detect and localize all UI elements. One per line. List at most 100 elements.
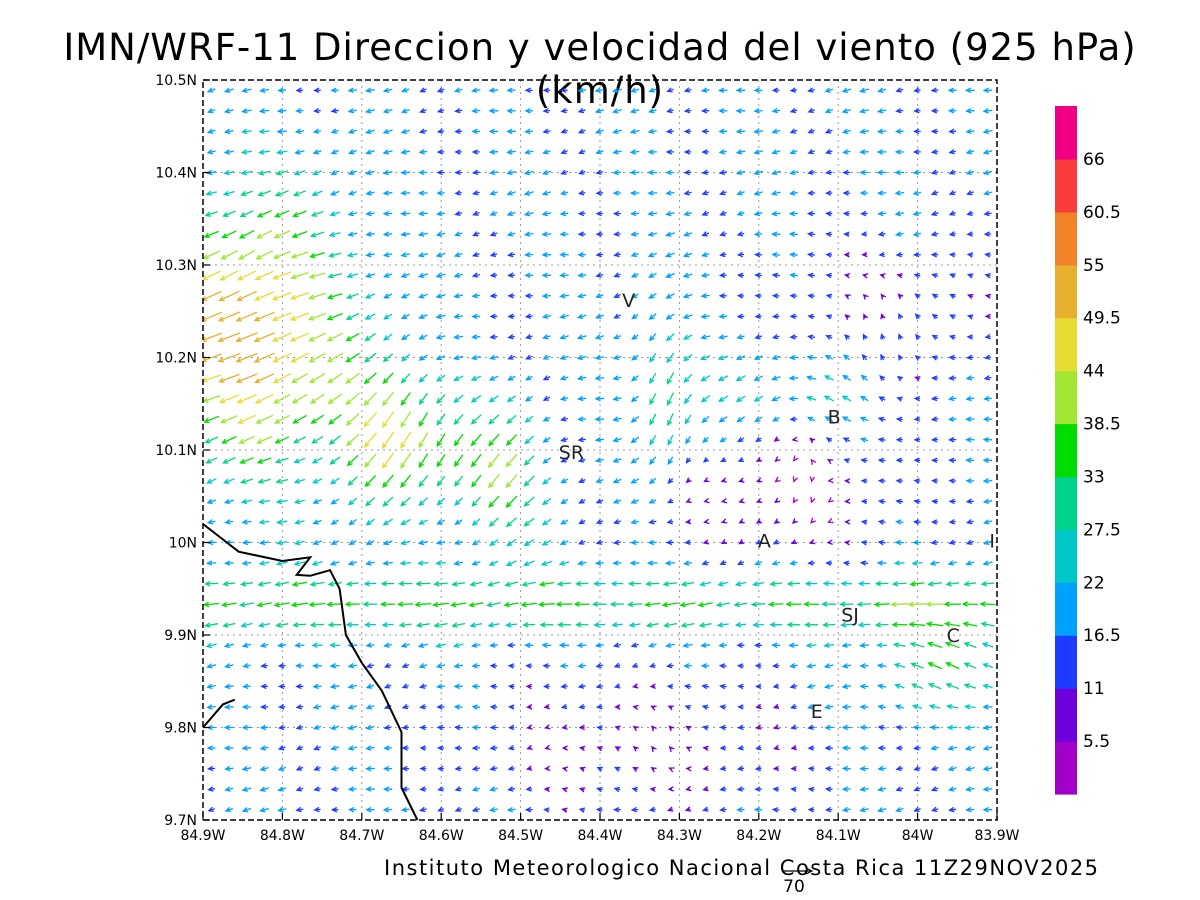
wind-vector (253, 332, 275, 342)
wind-vector (912, 519, 921, 525)
wind-vector (400, 806, 410, 813)
wind-vector (525, 663, 533, 669)
wind-vector (524, 334, 533, 340)
wind-vector (437, 806, 445, 812)
wind-vector (595, 704, 603, 710)
wind-vector (400, 190, 411, 196)
wind-vector (804, 622, 818, 628)
wind-vector (418, 519, 428, 525)
wind-vector (685, 766, 692, 772)
wind-vector (632, 766, 639, 773)
wind-vector (770, 231, 781, 237)
wind-vector (524, 128, 534, 135)
wind-vector (980, 581, 995, 587)
wind-vector (277, 806, 287, 813)
colorbar-label: 27.5 (1083, 520, 1121, 540)
wind-vector (860, 374, 868, 381)
place-label: B (828, 407, 841, 429)
wind-vector (206, 663, 217, 669)
wind-vector (877, 457, 886, 464)
wind-vector (454, 497, 463, 506)
wind-vector (685, 746, 692, 752)
wind-vector (982, 149, 993, 155)
wind-vector (827, 517, 834, 524)
wind-vector (877, 539, 886, 546)
wind-vector (289, 292, 310, 301)
wind-vector (471, 108, 481, 114)
wind-vector (577, 251, 586, 258)
wind-vector (488, 395, 499, 403)
wind-vector (241, 786, 252, 792)
wind-vector (382, 149, 393, 155)
wind-vector (471, 272, 480, 278)
wind-vector (825, 437, 833, 443)
wind-vector (436, 454, 446, 468)
wind-vector (754, 416, 763, 423)
wind-vector (649, 353, 657, 363)
wind-vector (649, 456, 657, 465)
wind-vector (859, 169, 869, 176)
wind-vector (556, 581, 572, 587)
wind-vector (544, 724, 551, 730)
wind-vector (240, 190, 253, 197)
wind-vector (806, 704, 816, 710)
colorbar-label: 55 (1083, 256, 1105, 276)
wind-vector (329, 704, 340, 710)
wind-vector (275, 170, 289, 176)
wind-vector (364, 87, 375, 94)
wind-vector (276, 128, 287, 135)
wind-vector (453, 560, 464, 566)
wind-vector (791, 436, 798, 442)
wind-vector (825, 272, 832, 279)
wind-vector (363, 352, 377, 363)
wind-vector (931, 355, 938, 361)
wind-vector (240, 622, 253, 628)
wind-vector (401, 703, 409, 710)
wind-vector (963, 683, 977, 689)
wind-vector (560, 703, 568, 710)
wind-vector (347, 786, 357, 792)
wind-vector (203, 332, 223, 342)
wind-vector (792, 476, 798, 483)
wind-vector (275, 560, 288, 566)
wind-vector (612, 87, 622, 93)
wind-vector (895, 416, 903, 423)
wind-vector (559, 210, 569, 217)
wind-vector (807, 560, 815, 566)
wind-vector (469, 581, 483, 587)
wind-vector (841, 704, 851, 710)
wind-vector (648, 333, 657, 342)
wind-vector (859, 663, 869, 669)
wind-vector (207, 786, 216, 792)
wind-vector (577, 683, 586, 689)
wind-vector (874, 580, 889, 587)
wind-vector (613, 251, 621, 258)
reference-vector-label: 70 (783, 877, 805, 897)
wind-vector (930, 169, 939, 175)
wind-vector (328, 231, 341, 238)
wind-vector (400, 353, 411, 362)
wind-vector (733, 601, 748, 608)
wind-vector (543, 765, 551, 772)
wind-vector (702, 745, 709, 752)
wind-vector (419, 87, 427, 93)
wind-vector (702, 539, 710, 545)
wind-vector (717, 87, 728, 94)
wind-vector (362, 601, 378, 607)
wind-vector (241, 807, 252, 813)
wind-vector (596, 724, 603, 731)
wind-vector (313, 87, 321, 93)
wind-vector (895, 519, 904, 525)
wind-vector (418, 453, 429, 469)
wind-vector (649, 393, 657, 406)
wind-vector (644, 601, 661, 608)
wind-vector (272, 373, 292, 384)
wind-vector (541, 642, 552, 649)
wind-vector (612, 128, 622, 135)
wind-vector (982, 662, 994, 669)
wind-vector (769, 581, 783, 587)
wind-vector (507, 786, 516, 792)
wind-vector (259, 642, 269, 648)
wind-vector (241, 724, 252, 731)
wind-vector (506, 149, 516, 155)
